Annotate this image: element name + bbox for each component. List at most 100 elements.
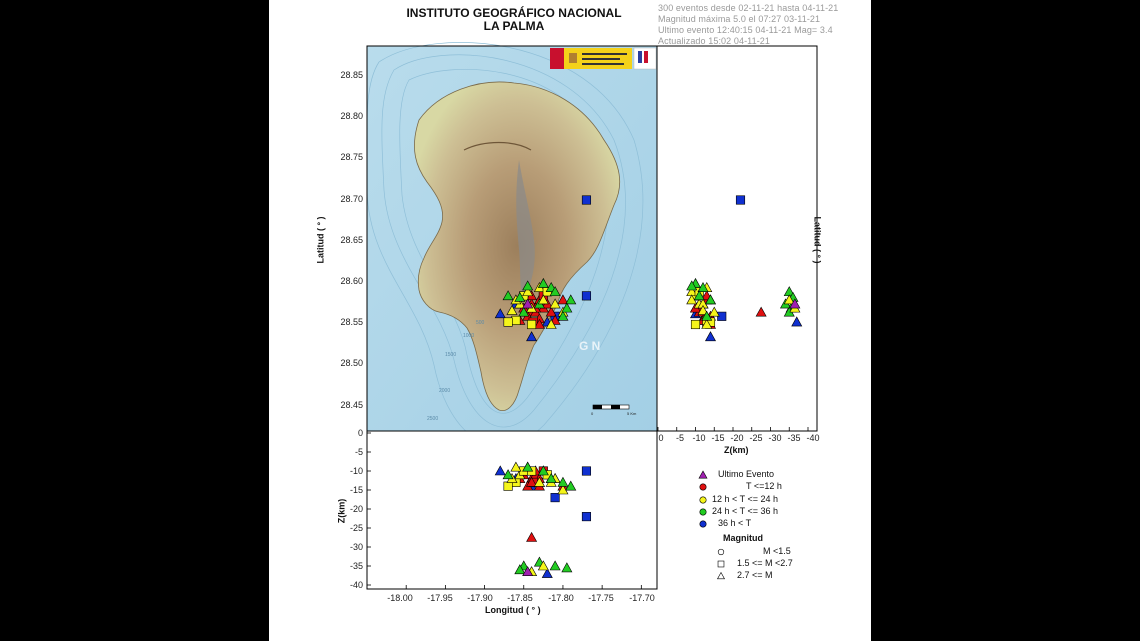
- lon-tick-17-95: -17.95: [427, 593, 453, 603]
- map-event-marker: [527, 319, 537, 330]
- map-event-marker: [503, 317, 513, 327]
- legend-marker-2: [699, 496, 707, 504]
- map-event-marker: [549, 286, 561, 297]
- map-event-marker: [522, 286, 534, 297]
- bathy-label-2000: 2000: [439, 388, 450, 394]
- depth-lat-event-marker: [690, 319, 701, 330]
- map-event-marker: [533, 318, 545, 329]
- legend-marker-3: [699, 508, 707, 516]
- depth-lat-event-marker: [697, 304, 709, 315]
- legend-mag-medium: 1.5 <= M <2.7: [737, 558, 793, 568]
- seismic-report-sheet: INSTITUTO GEOGRÁFICO NACIONAL LA PALMA 3…: [269, 0, 871, 641]
- legend-markers: [698, 470, 726, 580]
- map-event-marker: [502, 290, 514, 301]
- depth-lon-event-marker: [510, 461, 522, 472]
- institution-logos: [550, 47, 657, 70]
- depth-lon-event-markers: [494, 461, 592, 578]
- lat-tick-28-55: 28.55: [340, 317, 363, 327]
- legend-mag-large: 2.7 <= M: [737, 570, 773, 580]
- depth-lon-event-marker: [522, 461, 534, 472]
- institute-title: INSTITUTO GEOGRÁFICO NACIONAL: [406, 6, 622, 20]
- depth-lon-event-marker: [545, 472, 557, 483]
- depth-lat-frame: [656, 45, 818, 432]
- depth-lon-event-marker: [494, 465, 506, 476]
- scale-label-end: 5 Km: [627, 411, 637, 416]
- map-event-marker: [522, 280, 534, 291]
- depth-lat-event-marker: [791, 316, 803, 327]
- dlon-z-tick-35: -35: [349, 561, 363, 571]
- map-panel: 500 1000 1500 2000 2500 G N 0 5 Km: [366, 42, 658, 447]
- dl-latitude-label: Latitud ( ° ): [812, 216, 823, 264]
- depth-lon-event-marker: [533, 476, 545, 487]
- ign-watermark: G N: [579, 339, 600, 353]
- lat-tick-28-80: 28.80: [340, 111, 363, 121]
- coat-of-arms-icon: [569, 53, 577, 63]
- lat-tick-28-70: 28.70: [340, 194, 363, 204]
- caldera-ridge: [463, 141, 532, 151]
- island-shape: [414, 81, 621, 412]
- scale-label-start: 0: [591, 411, 594, 416]
- depth-lon-event-marker: [550, 493, 560, 503]
- scale-bar: 0 5 Km: [591, 404, 637, 416]
- depth-lat-event-marker: [735, 195, 746, 205]
- legend-marker-4: [699, 520, 707, 528]
- lava-flow: [516, 160, 535, 300]
- dl-z-tick-25: -25: [749, 433, 763, 443]
- lon-tick-17-70: -17.70: [629, 593, 655, 603]
- depth-lon-event-marker: [526, 476, 538, 487]
- legend-last-event: Ultimo Evento: [718, 469, 775, 479]
- map-event-marker: [581, 291, 592, 301]
- legend-marker-1: [699, 483, 707, 491]
- info-event-count: 300 eventos desde 02-11-21 hasta 04-11-2…: [658, 3, 839, 13]
- legend-magnitude-marker-1: [717, 560, 725, 568]
- map-event-marker: [549, 298, 561, 309]
- map-event-marker: [581, 195, 592, 205]
- map-event-marker: [526, 331, 538, 342]
- depth-lon-event-marker: [565, 480, 577, 491]
- map-event-marker: [545, 318, 557, 329]
- depth-lon-event-marker: [537, 465, 549, 476]
- dl-z-tick-30: -30: [768, 433, 782, 443]
- bathy-label-1000: 1000: [463, 333, 474, 339]
- map-event-markers: [494, 195, 592, 342]
- dlon-z-tick-30: -30: [349, 542, 363, 552]
- legend-magnitude-marker-2: [716, 571, 726, 580]
- lat-tick-28-50: 28.50: [340, 358, 363, 368]
- depth-lon-event-marker: [541, 567, 553, 578]
- depth-lon-event-marker: [522, 566, 534, 577]
- depth-lat-event-markers: [686, 195, 803, 342]
- depth-lon-event-marker: [581, 466, 592, 476]
- dlon-z-tick-15: -15: [349, 485, 363, 495]
- map-event-marker: [561, 302, 573, 313]
- region-title: LA PALMA: [483, 19, 545, 33]
- depth-lon-event-marker: [526, 531, 538, 542]
- map-latitude-label: Latitud ( ° ): [315, 216, 326, 264]
- depth-lat-event-marker: [701, 310, 713, 321]
- map-event-marker: [514, 291, 526, 302]
- legend-mag-small: M <1.5: [763, 546, 791, 556]
- depth-latitude-panel: [656, 45, 818, 432]
- dl-z-tick-40: -40: [806, 433, 820, 443]
- info-max-magnitude: Magnitud máxima 5.0 el 07:27 03-11-21: [658, 14, 821, 24]
- map-event-marker: [494, 308, 506, 319]
- depth-lat-event-marker: [693, 290, 705, 301]
- map-event-marker: [537, 277, 549, 288]
- legend-magnitude-title: Magnitud: [723, 533, 763, 543]
- lon-tick-17-75: -17.75: [588, 593, 614, 603]
- info-last-event: Ultimo evento 12:40:15 04-11-21 Mag= 3.4: [658, 25, 833, 35]
- depth-lat-ticks: [657, 427, 809, 431]
- dlon-z-tick-10: -10: [349, 466, 363, 476]
- depth-lon-event-marker: [537, 560, 549, 571]
- lat-tick-28-75: 28.75: [340, 152, 363, 162]
- dl-z-tick-35: -35: [787, 433, 801, 443]
- depth-lon-event-marker: [503, 481, 513, 491]
- map-event-marker: [522, 298, 534, 309]
- info-updated: Actualizado 15:02 04-11-21: [658, 36, 771, 46]
- map-event-marker: [557, 310, 569, 321]
- dl-z-tick-15: -15: [711, 433, 725, 443]
- depth-lon-event-marker: [549, 560, 561, 571]
- legend-t36: 24 h < T <= 36 h: [712, 506, 778, 516]
- lat-tick-28-60: 28.60: [340, 276, 363, 286]
- lon-tick-18-00: -18.00: [387, 593, 413, 603]
- depth-lon-event-marker: [581, 512, 592, 522]
